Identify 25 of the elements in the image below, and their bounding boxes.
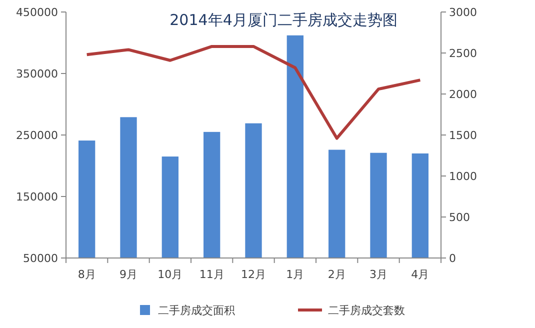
y2-tick-label: 0 bbox=[449, 252, 456, 265]
x-tick-label: 3月 bbox=[370, 268, 388, 281]
y-tick-label: 50000 bbox=[23, 252, 58, 265]
y-tick-label: 350000 bbox=[16, 67, 58, 80]
line-series bbox=[85, 44, 422, 140]
y2-tick-label: 500 bbox=[449, 210, 470, 224]
x-tick-label: 9月 bbox=[120, 268, 138, 281]
x-tick-label: 8月 bbox=[78, 268, 96, 281]
legend-label: 二手房成交套数 bbox=[328, 304, 405, 317]
y2-tick-label: 2500 bbox=[449, 46, 477, 60]
y-tick-label: 150000 bbox=[16, 190, 58, 204]
y2-tick-label: 3000 bbox=[449, 6, 477, 19]
legend-label: 二手房成交面积 bbox=[158, 304, 235, 317]
y2-tick-label: 1500 bbox=[449, 128, 477, 142]
y-tick-label: 250000 bbox=[16, 128, 58, 142]
chart-title: 2014年4月厦门二手房成交走势图 bbox=[170, 11, 398, 29]
x-tick-label: 1月 bbox=[286, 268, 304, 281]
x-tick-label: 11月 bbox=[199, 268, 224, 281]
x-tick-label: 2月 bbox=[328, 268, 346, 281]
x-tick-label: 10月 bbox=[158, 268, 183, 281]
y-tick-label: 450000 bbox=[16, 6, 58, 19]
y2-tick-label: 1000 bbox=[449, 170, 477, 183]
x-tick-label: 4月 bbox=[411, 268, 430, 281]
x-tick-label: 12月 bbox=[241, 268, 266, 281]
y2-tick-label: 2000 bbox=[449, 88, 477, 101]
